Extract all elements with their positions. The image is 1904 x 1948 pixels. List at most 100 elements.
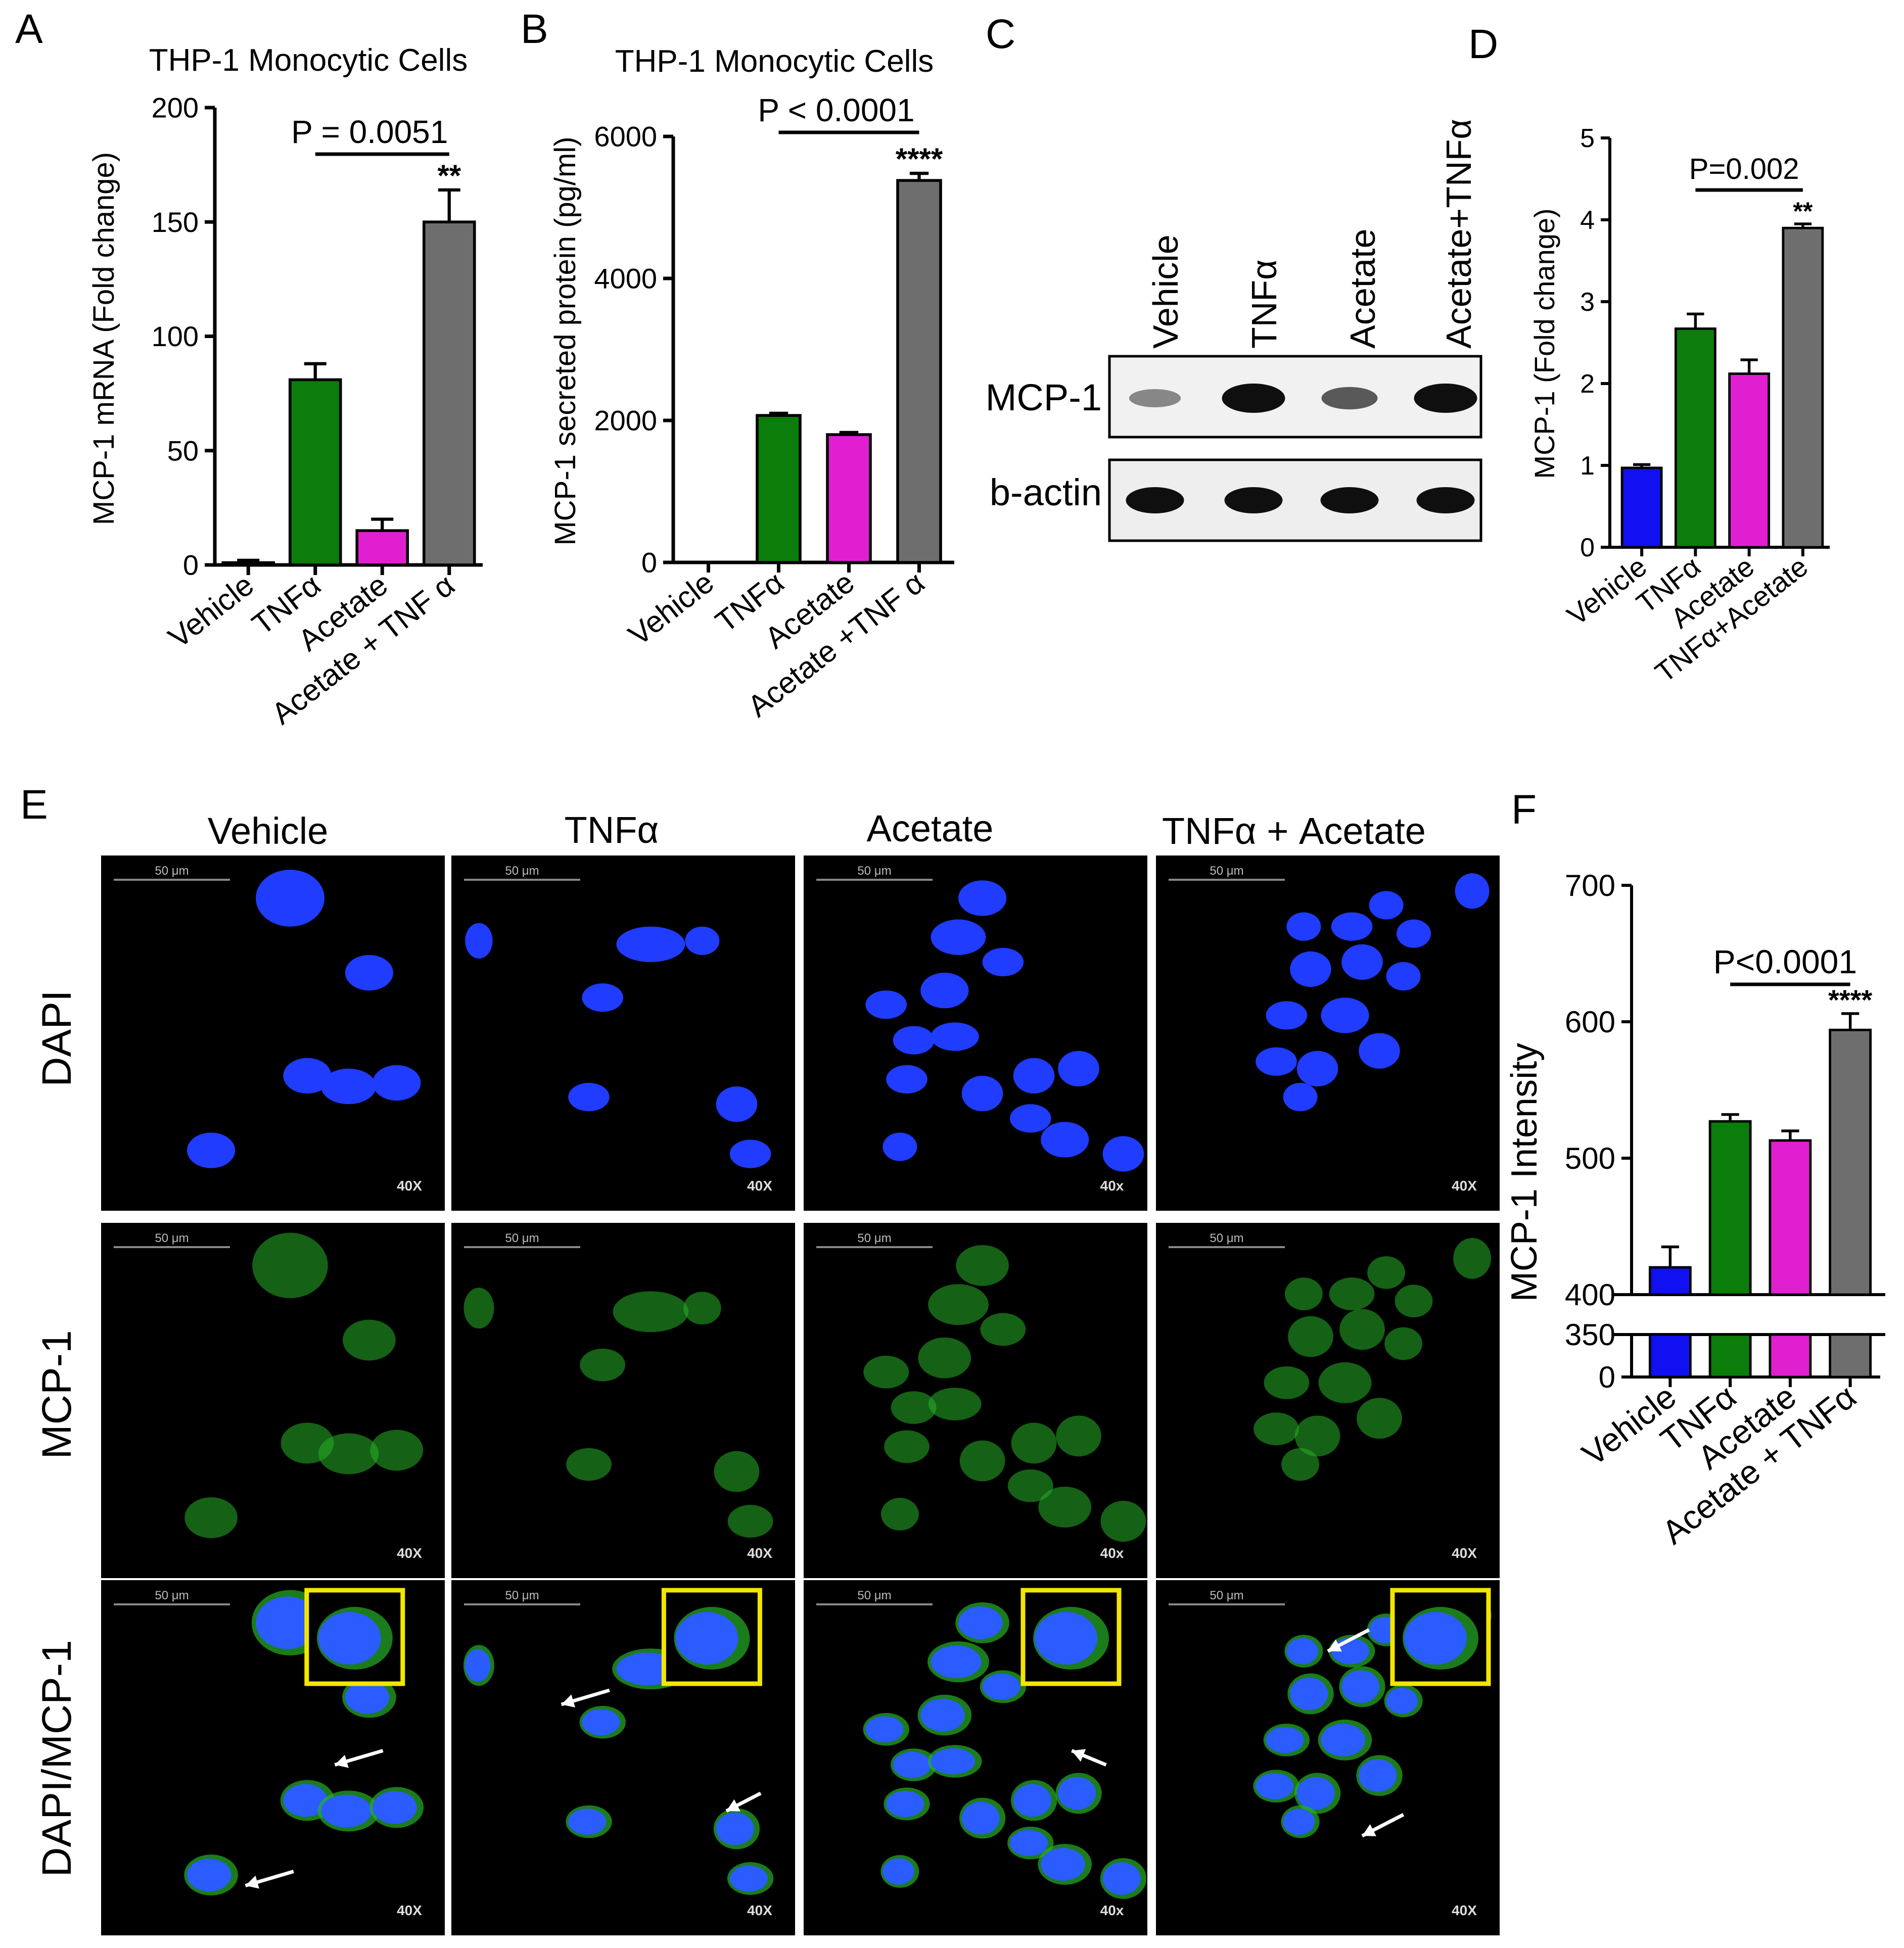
merged-cell-nucleus: [1321, 1724, 1365, 1756]
merged-cell-nucleus: [465, 1649, 491, 1682]
dapi-nucleus: [886, 1065, 927, 1094]
scale-bar-label: 50 μm: [155, 864, 189, 878]
merged-cell-nucleus: [716, 1812, 754, 1845]
micro-col-label-combo: TNFα + Acetate: [1162, 810, 1426, 852]
dapi-nucleus: [187, 1132, 236, 1168]
dapi-nucleus: [1397, 919, 1431, 948]
chart-d-bar-tnf-acetate: [1782, 226, 1824, 549]
dapi-nucleus: [283, 1058, 332, 1094]
merged-cell-nucleus: [1102, 1862, 1141, 1895]
chart-f-ytick-label: 600: [1565, 1005, 1615, 1039]
blot-lane-label-vehicle: Vehicle: [1146, 234, 1185, 349]
scale-bar-label: 50 μm: [1210, 1231, 1243, 1245]
merged-cell-nucleus: [373, 1791, 417, 1824]
chart-f-ytick-label: 0: [1599, 1360, 1615, 1394]
mcp1-stained-cell: [1056, 1415, 1101, 1457]
chart-f-bar-acetate-tnf--low: [1829, 1333, 1872, 1379]
dapi-nucleus: [865, 990, 907, 1019]
dapi-nucleus: [716, 1086, 758, 1122]
merged-cell-nucleus: [1386, 1688, 1418, 1714]
dapi-nucleus: [1102, 1136, 1144, 1172]
mcp1-stained-cell: [1264, 1366, 1310, 1399]
dapi-nucleus: [1331, 912, 1373, 941]
merged-cell-nucleus: [1286, 1638, 1318, 1665]
scale-bar-label: 50 μm: [1210, 864, 1243, 878]
mcp1-stained-cell: [613, 1291, 689, 1333]
merged-cell-nucleus: [1296, 1777, 1335, 1810]
chart-b-ytick-label: 6000: [594, 121, 657, 153]
magnification-label: 40x: [1100, 1545, 1124, 1561]
dapi-nucleus: [883, 1132, 917, 1161]
mcp1-stained-cell: [252, 1232, 328, 1299]
mcp1-stained-cell: [980, 1313, 1026, 1346]
mcp1-stained-cell: [566, 1448, 612, 1481]
micro-panels: 50 μm 40X 50 μm 40X 50 μm 40x 50 μm 40X 50 μm 40X…: [101, 856, 1500, 1935]
merged-cell-nucleus: [931, 1748, 976, 1775]
chart-b-ytick-label: 4000: [594, 263, 657, 295]
chart-b-ylabel: MCP-1 secreted protein (pg/ml): [549, 136, 582, 545]
mcp1-stained-cell: [1038, 1486, 1092, 1528]
chart-a-ylabel: MCP-1 mRNA (Fold change): [87, 152, 120, 525]
chart-a-ytick-label: 150: [152, 206, 199, 238]
inset-cell-nucleus: [318, 1612, 381, 1665]
mcp1-stained-cell: [1395, 1285, 1433, 1317]
dapi-nucleus: [1266, 1001, 1308, 1030]
chart-f-ytick-label: 400: [1565, 1278, 1615, 1312]
dapi-nucleus: [465, 923, 493, 959]
mcp1-stained-cell: [463, 1288, 494, 1329]
magnification-label: 40x: [1100, 1903, 1124, 1918]
arrow-head: [1362, 1824, 1376, 1836]
chart-a-ytick-label: 50: [167, 435, 199, 466]
mcp1-stained-cell: [1357, 1398, 1402, 1439]
dapi-nucleus: [373, 1065, 421, 1101]
mcp1-stained-cell: [1339, 1309, 1385, 1350]
blot-row-label-mcp1: MCP-1: [986, 376, 1102, 418]
merged-cell-nucleus: [345, 1681, 390, 1714]
dapi-nucleus: [1041, 1122, 1089, 1158]
panel-label-a: A: [15, 6, 43, 52]
chart-a-bar-acetate-tnf-: [422, 220, 476, 566]
dapi-nucleus: [1286, 912, 1321, 941]
chart-f-bar-acetate-low: [1769, 1333, 1812, 1379]
chart-d-ytick-label: 5: [1580, 124, 1595, 153]
merged-cell-nucleus: [1058, 1777, 1096, 1810]
dapi-nucleus: [729, 1139, 771, 1168]
merged-cell-nucleus: [920, 1698, 965, 1732]
panel-label-c: C: [986, 11, 1015, 57]
blot-bands: [1126, 384, 1477, 513]
scale-bar-label: 50 μm: [857, 864, 891, 878]
mcp1-stained-cell: [1100, 1501, 1146, 1542]
arrow-head: [335, 1754, 349, 1768]
mcp1-stained-cell: [343, 1319, 396, 1361]
mcp1-stained-cell: [928, 1388, 982, 1420]
dapi-nucleus: [1386, 962, 1421, 991]
mcp1-stained-cell: [1367, 1256, 1406, 1289]
mcp1-stained-cell: [1281, 1448, 1320, 1481]
chart-d-ytick-label: 4: [1580, 206, 1595, 235]
dapi-nucleus: [1013, 1058, 1055, 1094]
dapi-nucleus: [345, 955, 394, 991]
merged-cell-nucleus: [883, 1858, 914, 1885]
micro-col-label-vehicle: Vehicle: [208, 810, 329, 852]
mcp1-stained-cell: [881, 1498, 919, 1531]
scale-bar-label: 50 μm: [857, 1231, 891, 1245]
blot-band-bactin: [1224, 487, 1283, 513]
merged-cell-nucleus: [321, 1794, 372, 1828]
mcp1-stained-cell: [928, 1284, 989, 1325]
chart-a-ytick-label: 100: [152, 320, 199, 352]
chart-a-bar-vehicle: [221, 561, 275, 566]
mcp1-stained-cell: [1294, 1415, 1340, 1457]
blot-band-mcp1: [1129, 389, 1181, 407]
dapi-nucleus: [685, 926, 720, 955]
chart-a-bar-tnf-: [288, 378, 342, 566]
magnification-label: 40X: [1452, 1178, 1477, 1194]
magnification-label: 40X: [397, 1178, 422, 1194]
mcp1-stained-cell: [1318, 1362, 1372, 1403]
merged-cell-nucleus: [1010, 1830, 1048, 1857]
mcp1-stained-cell: [1329, 1277, 1375, 1310]
dapi-nucleus: [1296, 1051, 1338, 1086]
blot-lane-label-tnf: TNFα: [1244, 259, 1284, 349]
mcp1-stained-cell: [714, 1451, 760, 1492]
chart-a-ytick-label: 200: [152, 92, 199, 124]
